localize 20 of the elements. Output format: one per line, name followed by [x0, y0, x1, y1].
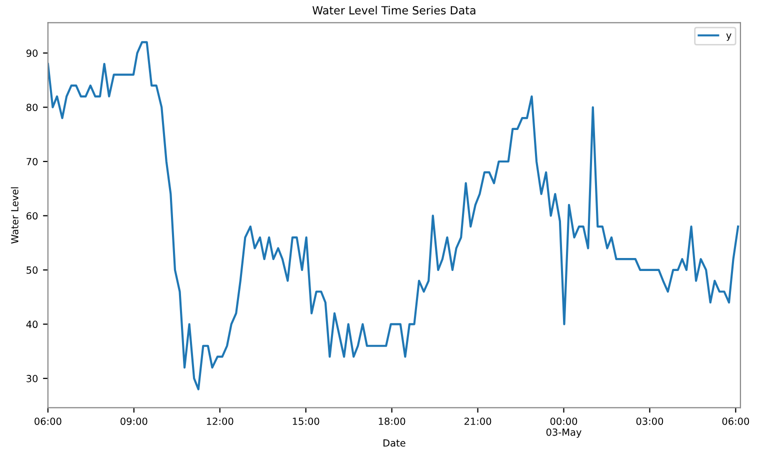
- y-tick-label: 60: [26, 212, 38, 220]
- x-tick-label: 00:00 03-May: [546, 418, 582, 438]
- x-tick-label: 15:00: [292, 418, 320, 425]
- chart-title: Water Level Time Series Data: [312, 6, 476, 14]
- x-tick-label: 06:00: [722, 418, 750, 425]
- x-tick-label: 09:00: [120, 418, 148, 425]
- x-tick-label: 03:00: [636, 418, 664, 425]
- y-tick-label: 30: [26, 374, 38, 382]
- x-tick-label: 21:00: [464, 418, 492, 425]
- x-axis-title: Date: [384, 439, 406, 447]
- x-tick-label: 12:00: [206, 418, 234, 425]
- y-axis-title: Water Level: [10, 187, 18, 244]
- y-tick-label: 90: [26, 50, 38, 57]
- y-tick-label: 50: [26, 266, 38, 274]
- y-tick-label: 40: [26, 320, 38, 328]
- x-tick-label: 06:00: [34, 418, 62, 425]
- y-tick-label: 80: [26, 104, 38, 112]
- y-tick-label: 70: [26, 158, 38, 166]
- legend-label: y: [726, 33, 732, 41]
- x-tick-label: 18:00: [378, 418, 406, 425]
